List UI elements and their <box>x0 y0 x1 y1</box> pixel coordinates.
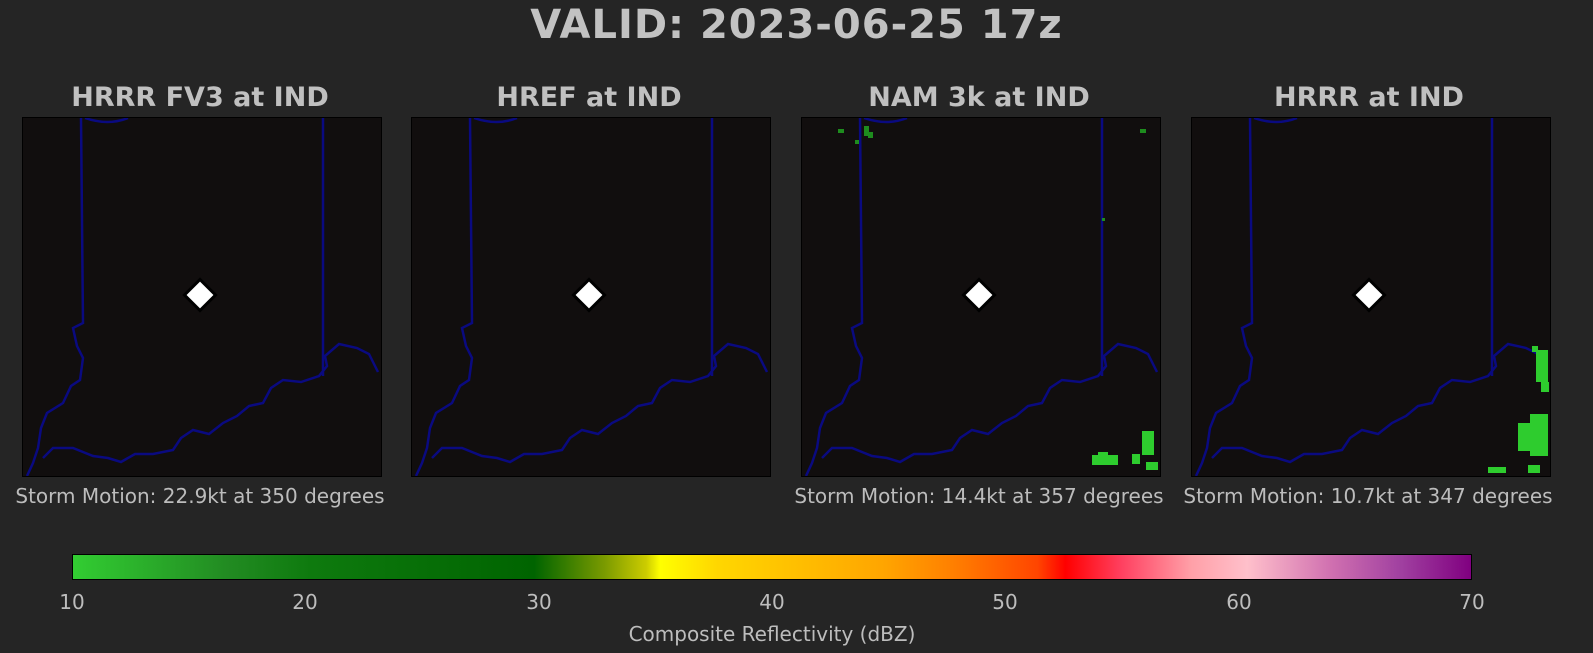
colorbar-tick: 10 <box>59 590 85 614</box>
colorbar-label: Composite Reflectivity (dBZ) <box>628 622 916 646</box>
main-title: VALID: 2023-06-25 17z <box>530 2 1063 48</box>
state-boundary-map <box>1194 118 1549 476</box>
map-panel-href <box>411 117 771 477</box>
panel-title-hrrr: HRRR at IND <box>1274 82 1464 113</box>
panel-title-hrrr-fv3: HRRR FV3 at IND <box>71 82 329 113</box>
reflectivity-echoes <box>1488 346 1549 473</box>
storm-motion-text: Storm Motion: 10.7kt at 347 degrees <box>1183 484 1553 508</box>
panel-title-href: HREF at IND <box>496 82 682 113</box>
storm-motion-text: Storm Motion: 14.4kt at 357 degrees <box>794 484 1164 508</box>
station-marker-icon <box>1351 277 1387 313</box>
colorbar-tick: 60 <box>1226 590 1252 614</box>
reflectivity-colorbar <box>72 554 1472 580</box>
map-panel-hrrr-fv3 <box>22 117 382 477</box>
reflectivity-echoes <box>838 126 1146 221</box>
colorbar-tick: 20 <box>292 590 318 614</box>
panel-title-nam-3k: NAM 3k at IND <box>868 82 1090 113</box>
station-marker-icon <box>961 277 997 313</box>
colorbar-tick: 30 <box>526 590 552 614</box>
state-boundary-map <box>25 118 380 476</box>
reflectivity-echoes <box>1092 431 1158 470</box>
colorbar-tick: 70 <box>1459 590 1485 614</box>
station-marker-icon <box>571 277 607 313</box>
state-boundary-map <box>414 118 769 476</box>
map-panel-hrrr <box>1191 117 1551 477</box>
storm-motion-text: Storm Motion: 22.9kt at 350 degrees <box>15 484 385 508</box>
map-panel-nam-3k <box>801 117 1161 477</box>
state-boundary-map <box>804 118 1159 476</box>
colorbar-tick: 50 <box>992 590 1018 614</box>
colorbar-tick: 40 <box>759 590 785 614</box>
station-marker-icon <box>182 277 218 313</box>
